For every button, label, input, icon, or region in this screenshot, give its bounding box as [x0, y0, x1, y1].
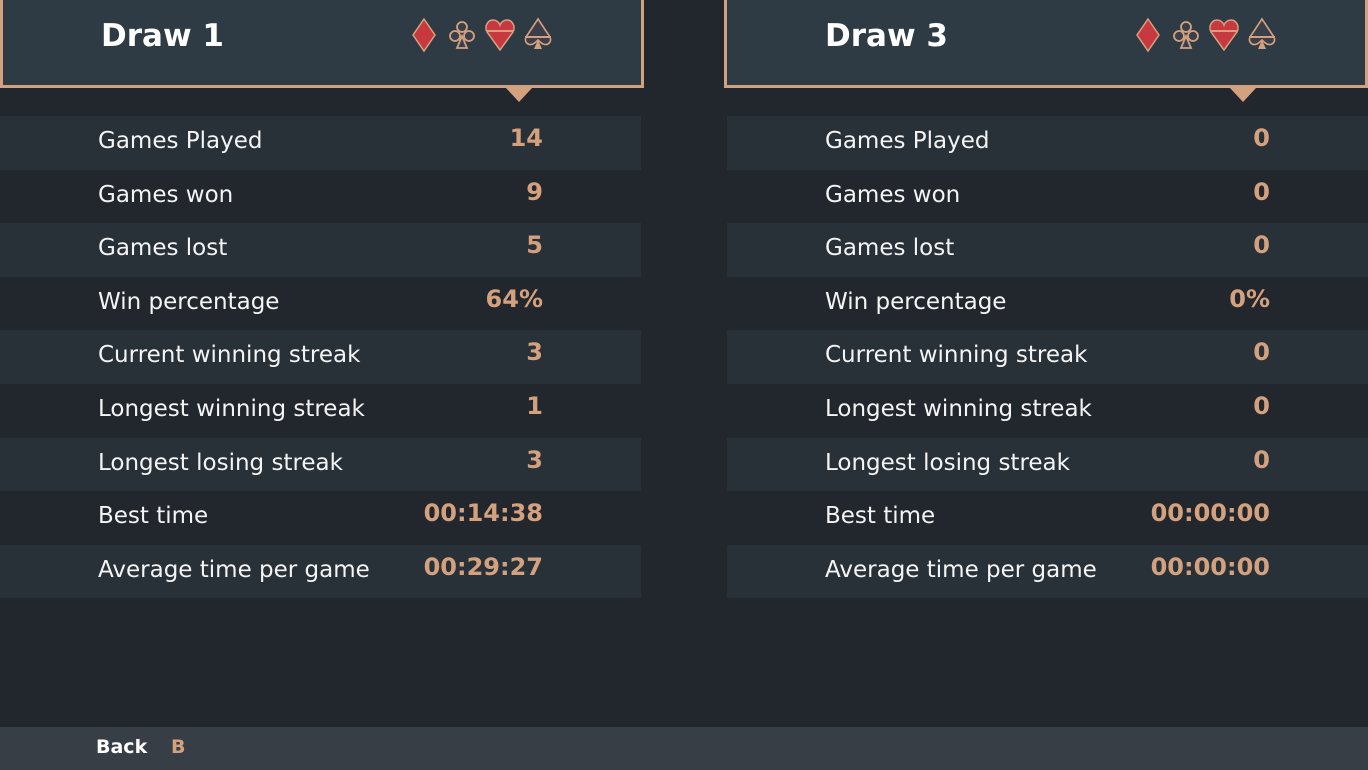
stat-label: Current winning streak: [98, 342, 361, 369]
club-icon: [445, 16, 479, 58]
stat-label: Best time: [98, 503, 209, 530]
suit-icons: [407, 16, 555, 58]
stat-label: Longest winning streak: [825, 395, 1092, 422]
back-button[interactable]: Back: [96, 736, 148, 758]
stat-label: Average time per game: [98, 556, 370, 583]
stat-row: Current winning streak 3: [0, 330, 641, 384]
stat-row: Games won 0: [727, 169, 1368, 224]
suit-icons: [1131, 16, 1279, 58]
stat-value: 0: [1253, 391, 1270, 420]
stat-value: 3: [526, 338, 543, 367]
stat-label: Games Played: [825, 128, 990, 154]
stat-value: 3: [526, 445, 543, 474]
panel-title: Draw 3: [825, 18, 948, 54]
selection-pointer-icon: [506, 88, 532, 102]
footer-bar: Back B: [0, 727, 1368, 770]
stat-value: 0%: [1229, 284, 1270, 313]
back-key-hint: B: [171, 736, 186, 758]
stat-row: Average time per game 00:00:00: [727, 544, 1368, 599]
stat-row: Win percentage 64%: [0, 276, 641, 331]
stat-label: Longest losing streak: [98, 449, 343, 476]
stat-label: Games Played: [98, 128, 263, 154]
stat-row: Games Played 14: [0, 116, 641, 170]
stat-label: Win percentage: [98, 288, 280, 315]
stat-row: Current winning streak 0: [727, 330, 1368, 384]
spade-icon: [521, 16, 555, 58]
stat-label: Games won: [825, 181, 961, 208]
stat-value: 0: [1253, 177, 1270, 206]
stat-row: Games lost 0: [727, 223, 1368, 277]
heart-icon: [483, 16, 517, 58]
stat-label: Win percentage: [825, 288, 1007, 315]
selection-pointer-icon: [1230, 88, 1256, 102]
stat-row: Longest winning streak 1: [0, 383, 641, 438]
stat-row: Average time per game 00:29:27: [0, 544, 641, 599]
diamond-icon: [407, 16, 441, 58]
stat-row: Games Played 0: [727, 116, 1368, 170]
stat-value: 14: [509, 124, 543, 152]
stat-value: 0: [1253, 231, 1270, 260]
stat-value: 00:00:00: [1150, 552, 1270, 581]
stat-label: Current winning streak: [825, 342, 1088, 369]
stat-value: 9: [526, 177, 543, 206]
stat-label: Longest losing streak: [825, 449, 1070, 476]
stat-value: 0: [1253, 124, 1270, 152]
panel-header[interactable]: Draw 1: [0, 0, 644, 88]
stat-label: Games won: [98, 181, 234, 208]
stat-value: 5: [526, 231, 543, 260]
club-icon: [1169, 16, 1203, 58]
stat-row: Longest losing streak 0: [727, 437, 1368, 492]
diamond-icon: [1131, 16, 1165, 58]
stat-value: 1: [526, 391, 543, 420]
stat-label: Best time: [825, 503, 936, 530]
stat-label: Games lost: [825, 235, 955, 262]
panel-title: Draw 1: [101, 18, 224, 54]
stat-row: Longest losing streak 3: [0, 437, 641, 492]
stat-label: Average time per game: [825, 556, 1097, 583]
stat-label: Longest winning streak: [98, 395, 365, 422]
stat-value: 00:29:27: [423, 552, 543, 581]
heart-icon: [1207, 16, 1241, 58]
stat-row: Best time 00:00:00: [727, 491, 1368, 545]
stat-row: Games lost 5: [0, 223, 641, 277]
stat-value: 00:14:38: [423, 499, 543, 528]
stat-value: 64%: [485, 284, 543, 313]
stat-value: 0: [1253, 445, 1270, 474]
stats-list: Games Played 0 Games won 0 Games lost 0 …: [727, 116, 1368, 599]
stats-list: Games Played 14 Games won 9 Games lost 5…: [0, 116, 641, 599]
stat-label: Games lost: [98, 235, 228, 262]
stat-row: Win percentage 0%: [727, 276, 1368, 331]
stat-row: Longest winning streak 0: [727, 383, 1368, 438]
stat-row: Games won 9: [0, 169, 641, 224]
panel-header[interactable]: Draw 3: [724, 0, 1368, 88]
stat-value: 00:00:00: [1150, 499, 1270, 528]
spade-icon: [1245, 16, 1279, 58]
stat-value: 0: [1253, 338, 1270, 367]
stat-row: Best time 00:14:38: [0, 491, 641, 545]
